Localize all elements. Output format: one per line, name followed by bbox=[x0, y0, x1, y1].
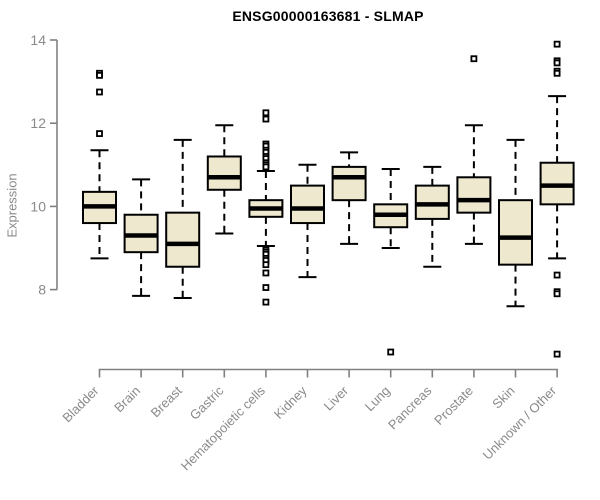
x-tick-label: Liver bbox=[321, 383, 352, 414]
box-breast bbox=[165, 138, 201, 299]
x-tick-label: Pancreas bbox=[385, 383, 435, 433]
box-liver bbox=[331, 151, 367, 245]
x-tick-label: Gastric bbox=[187, 383, 227, 423]
outlier-point bbox=[96, 88, 103, 96]
x-tick-label: Skin bbox=[489, 383, 517, 411]
outlier-point bbox=[470, 55, 478, 63]
iqr-box bbox=[206, 155, 242, 191]
x-tick-label: Prostate bbox=[431, 383, 476, 428]
y-tick-label: 10 bbox=[30, 198, 46, 214]
iqr-box bbox=[290, 184, 325, 225]
x-tick-label: Lung bbox=[362, 383, 393, 414]
x-tick-label: Bladder bbox=[59, 383, 102, 426]
outlier-point bbox=[262, 261, 270, 269]
outlier-point bbox=[96, 130, 103, 138]
outlier-point bbox=[262, 115, 270, 123]
x-tick-label: Brain bbox=[111, 383, 143, 415]
outlier-point bbox=[553, 59, 561, 67]
box-kidney bbox=[290, 163, 325, 279]
y-tick-label: 8 bbox=[38, 282, 46, 298]
chart-title: ENSG00000163681 - SLMAP bbox=[232, 8, 424, 24]
outlier-point bbox=[262, 109, 270, 117]
outlier-point bbox=[553, 350, 561, 358]
outlier-point bbox=[262, 284, 270, 291]
outlier-point bbox=[387, 348, 395, 356]
box-prostate bbox=[456, 55, 492, 245]
outlier-point bbox=[262, 269, 270, 277]
box-gastric bbox=[206, 124, 242, 235]
box-lung bbox=[373, 167, 409, 356]
box-pancreas bbox=[414, 165, 450, 268]
x-tick-label: Breast bbox=[148, 383, 185, 420]
box-hematopoietic-cells bbox=[248, 109, 284, 306]
outlier-point bbox=[262, 298, 270, 306]
y-tick-label: 12 bbox=[30, 115, 46, 131]
outlier-point bbox=[96, 71, 103, 79]
box-unknown-other bbox=[539, 40, 575, 358]
iqr-box bbox=[498, 199, 533, 266]
box-bladder bbox=[82, 69, 117, 260]
outlier-point bbox=[553, 69, 561, 77]
iqr-box bbox=[165, 211, 201, 268]
outlier-point bbox=[553, 40, 561, 48]
iqr-box bbox=[331, 165, 367, 202]
x-tick-label: Unknown / Other bbox=[480, 383, 560, 463]
box-brain bbox=[123, 178, 159, 297]
y-axis-label: Expression bbox=[4, 173, 20, 238]
outlier-point bbox=[553, 271, 561, 279]
iqr-box bbox=[456, 176, 492, 214]
y-tick-label: 14 bbox=[30, 32, 46, 48]
x-tick-label: Kidney bbox=[271, 383, 310, 422]
box-skin bbox=[498, 138, 533, 308]
outlier-point bbox=[262, 163, 270, 171]
outlier-point bbox=[553, 290, 561, 298]
